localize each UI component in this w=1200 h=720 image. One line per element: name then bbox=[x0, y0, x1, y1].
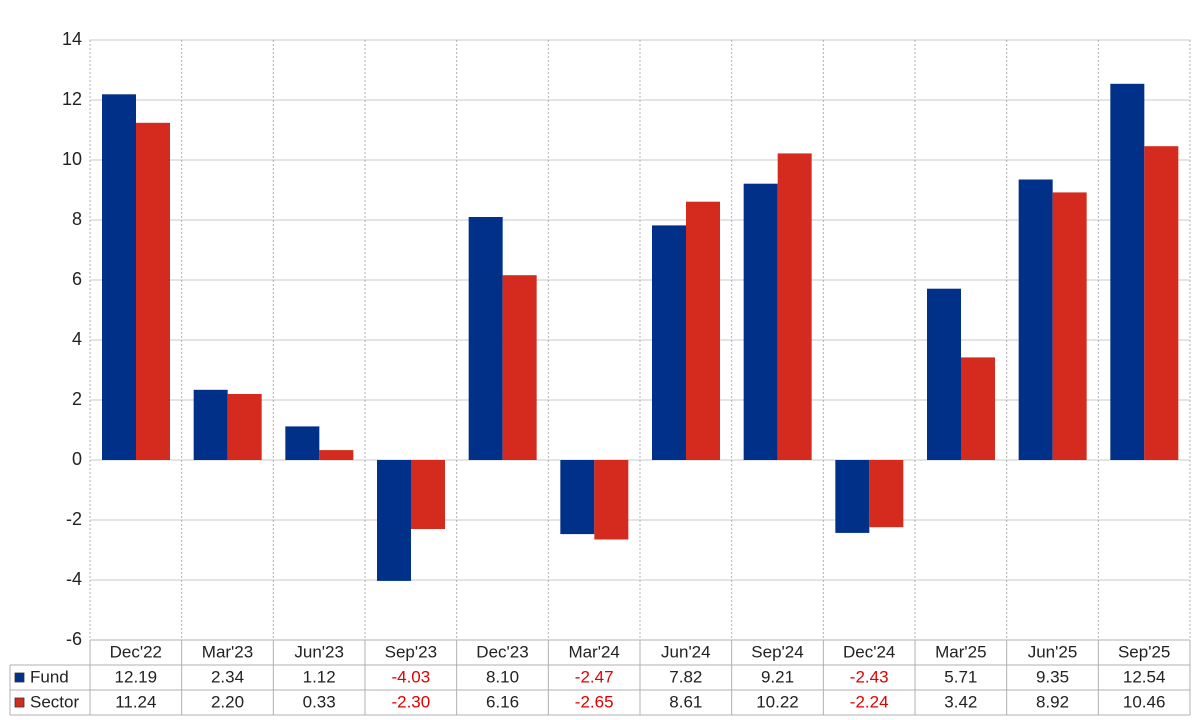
legend-label: Sector bbox=[30, 692, 79, 711]
bar bbox=[777, 153, 812, 460]
bar bbox=[743, 183, 778, 460]
table-value: 3.42 bbox=[944, 692, 977, 711]
table-value: 2.20 bbox=[211, 692, 244, 711]
bar bbox=[869, 460, 904, 528]
y-tick-label: 4 bbox=[72, 329, 82, 349]
table-value: 2.34 bbox=[211, 667, 244, 686]
x-tick-label: Jun'23 bbox=[294, 642, 344, 661]
y-tick-label: -2 bbox=[66, 509, 82, 529]
table-value: 1.12 bbox=[303, 667, 336, 686]
table-value: 5.71 bbox=[944, 667, 977, 686]
bar bbox=[927, 288, 961, 460]
table-value: 8.61 bbox=[669, 692, 702, 711]
bar bbox=[285, 426, 320, 460]
bar bbox=[319, 450, 354, 460]
table-value: -2.43 bbox=[850, 667, 889, 686]
table-value: -2.65 bbox=[575, 692, 614, 711]
x-tick-label: Sep'24 bbox=[751, 642, 803, 661]
table-value: -2.47 bbox=[575, 667, 614, 686]
y-tick-label: 12 bbox=[62, 89, 82, 109]
table-value: 10.46 bbox=[1123, 692, 1166, 711]
bar bbox=[1018, 179, 1053, 460]
x-tick-label: Dec'23 bbox=[476, 642, 528, 661]
y-tick-label: 10 bbox=[62, 149, 82, 169]
legend-swatch bbox=[14, 697, 25, 708]
bar bbox=[193, 389, 228, 460]
bar bbox=[227, 394, 262, 460]
y-tick-label: 2 bbox=[72, 389, 82, 409]
bar bbox=[468, 217, 503, 460]
bar bbox=[411, 460, 445, 529]
x-tick-label: Sep'25 bbox=[1118, 642, 1170, 661]
x-tick-label: Dec'22 bbox=[110, 642, 162, 661]
bar bbox=[560, 460, 595, 535]
bar bbox=[102, 94, 136, 461]
y-tick-label: -6 bbox=[66, 629, 82, 649]
x-tick-label: Jun'25 bbox=[1028, 642, 1078, 661]
bar bbox=[1110, 83, 1145, 461]
bar bbox=[1052, 192, 1087, 460]
x-tick-label: Sep'23 bbox=[385, 642, 437, 661]
table-value: -4.03 bbox=[391, 667, 430, 686]
table-value: 12.54 bbox=[1123, 667, 1166, 686]
bar bbox=[377, 460, 411, 581]
legend-swatch bbox=[14, 672, 25, 683]
table-value: 9.35 bbox=[1036, 667, 1069, 686]
bar bbox=[835, 460, 870, 533]
table-value: 12.19 bbox=[115, 667, 158, 686]
x-tick-label: Dec'24 bbox=[843, 642, 895, 661]
bar bbox=[1144, 146, 1179, 460]
table-value: 11.24 bbox=[115, 692, 156, 711]
y-tick-label: 6 bbox=[72, 269, 82, 289]
table-value: 8.10 bbox=[486, 667, 519, 686]
bar bbox=[502, 275, 537, 460]
bar bbox=[652, 225, 686, 460]
table-value: 9.21 bbox=[761, 667, 794, 686]
table-value: 7.82 bbox=[669, 667, 702, 686]
x-tick-label: Jun'24 bbox=[661, 642, 711, 661]
bar bbox=[594, 460, 629, 540]
table-value: 6.16 bbox=[486, 692, 519, 711]
x-tick-label: Mar'23 bbox=[202, 642, 253, 661]
table-value: 0.33 bbox=[303, 692, 336, 711]
table-value: -2.30 bbox=[391, 692, 430, 711]
table-value: 8.92 bbox=[1036, 692, 1069, 711]
x-tick-label: Mar'24 bbox=[568, 642, 619, 661]
y-tick-label: 14 bbox=[62, 29, 82, 49]
x-tick-label: Mar'25 bbox=[935, 642, 986, 661]
bar bbox=[961, 357, 995, 460]
y-tick-label: 0 bbox=[72, 449, 82, 469]
y-tick-label: -4 bbox=[66, 569, 82, 589]
bar bbox=[136, 122, 170, 461]
bar bbox=[686, 201, 720, 460]
table-value: -2.24 bbox=[850, 692, 889, 711]
table-value: 10.22 bbox=[756, 692, 799, 711]
legend-label: Fund bbox=[30, 667, 69, 686]
y-tick-label: 8 bbox=[72, 209, 82, 229]
